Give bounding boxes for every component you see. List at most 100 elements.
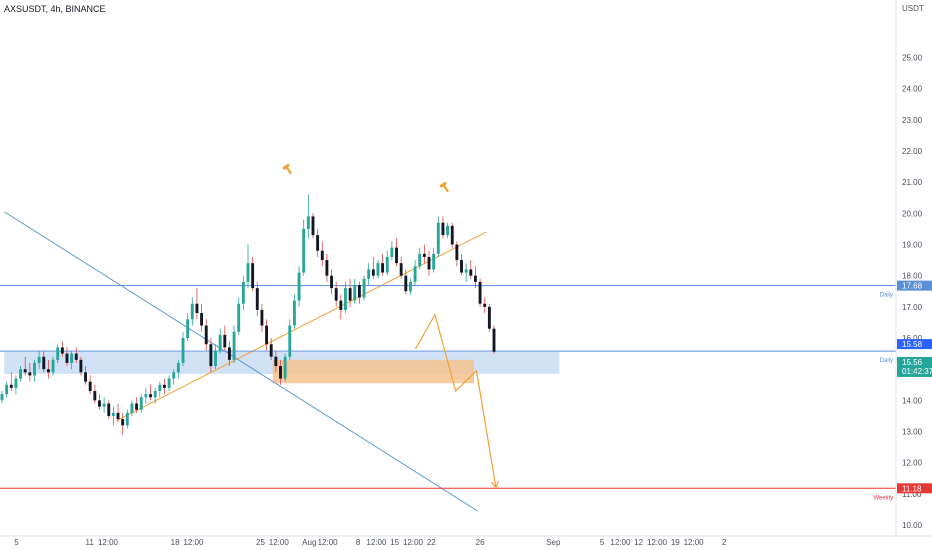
candle-78	[362, 275, 366, 301]
candle-body-75	[348, 288, 352, 301]
candle-body-57	[265, 325, 269, 345]
candle-body-2	[9, 384, 13, 388]
candle-body-94	[436, 222, 440, 254]
candle-body-85	[395, 247, 398, 264]
candle-106	[492, 325, 496, 354]
candle-body-61	[283, 356, 287, 379]
hammer-handle	[285, 166, 292, 175]
candle-77	[357, 281, 361, 304]
candle-body-99	[460, 260, 463, 273]
candle-body-101	[469, 269, 473, 276]
candle-93	[432, 247, 436, 273]
candle-43	[200, 303, 204, 332]
time-tick: 12:00	[366, 538, 387, 547]
candle-47	[218, 328, 222, 354]
candle-88	[409, 278, 412, 295]
candle-92	[427, 250, 431, 276]
candle-body-105	[487, 306, 491, 329]
hammer-head	[282, 163, 290, 171]
time-tick: 12:00	[269, 538, 290, 547]
candle-97	[450, 222, 454, 248]
candle-41	[190, 297, 194, 326]
candle-54	[251, 256, 255, 292]
candle-80	[371, 256, 375, 279]
candle-102	[473, 266, 477, 289]
price-tick: 11.00	[902, 490, 922, 499]
candle-body-67	[311, 216, 315, 236]
candle-98	[455, 241, 459, 267]
candle-body-34	[158, 384, 162, 392]
price-tick: 23.00	[902, 116, 923, 125]
candle-body-79	[367, 269, 371, 279]
trendline-0	[4, 211, 478, 512]
candle-body-6	[28, 372, 32, 376]
time-tick: 5	[600, 538, 605, 547]
candle-65	[302, 219, 306, 276]
price-tick: 13.00	[902, 428, 923, 437]
candle-body-87	[404, 275, 408, 292]
candle-30	[139, 394, 143, 413]
candle-25	[116, 403, 120, 423]
candle-body-98	[455, 244, 459, 261]
candle-60	[279, 359, 282, 385]
candle-22	[102, 397, 106, 413]
candle-4	[19, 366, 23, 382]
time-tick: 12:00	[610, 538, 631, 547]
candle-body-18	[84, 372, 87, 382]
candle-body-43	[200, 313, 204, 326]
candle-body-84	[390, 247, 394, 257]
candle-body-92	[427, 256, 431, 270]
price-tick: 17.00	[902, 303, 923, 312]
hammer-icon	[282, 163, 292, 175]
price-tick: 14.00	[902, 396, 923, 405]
time-tick: 26	[476, 538, 485, 547]
candle-body-38	[176, 362, 180, 373]
candle-49	[227, 341, 231, 367]
candle-61	[283, 353, 287, 382]
time-tick: 12	[634, 538, 643, 547]
price-tick: 21.00	[902, 178, 923, 187]
bar-countdown: 01:42:37	[902, 367, 932, 376]
hammer-head	[439, 181, 447, 189]
candle-body-88	[409, 281, 412, 292]
candle-body-91	[422, 253, 426, 257]
time-axis[interactable]: 5 11 12:00 18 12:00 25 12:00 Aug 12:00 8 12:00 15 12…	[14, 538, 727, 547]
candle-62	[288, 319, 292, 360]
candle-2	[9, 372, 13, 392]
candle-body-96	[446, 225, 450, 236]
time-tick: 22	[427, 538, 436, 547]
candle-29	[135, 397, 139, 413]
candle-15	[70, 350, 74, 370]
candle-body-4	[19, 369, 23, 379]
candle-83	[385, 250, 389, 276]
candle-body-80	[371, 269, 375, 276]
candle-body-20	[93, 391, 97, 401]
candle-body-83	[385, 256, 389, 273]
candle-69	[320, 241, 324, 267]
candle-body-63	[292, 300, 296, 326]
candle-body-93	[432, 253, 436, 270]
candle-body-50	[232, 331, 236, 360]
candle-18	[84, 366, 87, 385]
candle-76	[353, 278, 357, 304]
candle-63	[292, 294, 296, 329]
candle-body-16	[74, 353, 78, 360]
candle-body-76	[353, 285, 357, 301]
candle-body-10	[46, 369, 50, 373]
time-axis-bg[interactable]	[0, 536, 932, 550]
candle-82	[381, 253, 385, 276]
level-tag: 11.18	[902, 484, 922, 493]
candle-57	[265, 319, 269, 351]
candle-100	[464, 263, 468, 282]
price-axis-bg[interactable]	[896, 0, 932, 536]
candle-body-29	[135, 403, 139, 410]
candle-6	[28, 362, 32, 382]
candle-84	[390, 241, 394, 261]
candle-body-65	[302, 228, 306, 273]
candle-body-27	[125, 412, 129, 426]
candle-body-86	[399, 263, 403, 276]
projection-arrowhead	[491, 480, 499, 489]
candle-body-56	[260, 309, 264, 326]
